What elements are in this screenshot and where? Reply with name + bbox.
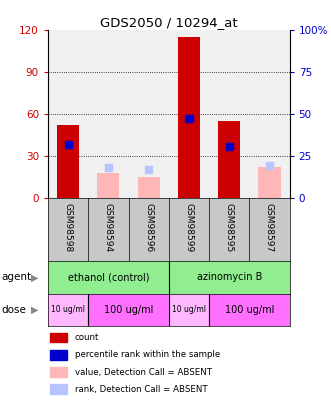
Text: GSM98599: GSM98599 <box>184 203 193 252</box>
Text: 100 ug/ml: 100 ug/ml <box>225 305 274 315</box>
Bar <box>97 173 119 198</box>
Text: count: count <box>74 333 99 342</box>
Text: dose: dose <box>2 305 26 315</box>
Bar <box>259 167 281 198</box>
Text: GSM98596: GSM98596 <box>144 203 153 252</box>
Bar <box>266 162 273 169</box>
Text: agent: agent <box>2 273 32 282</box>
Bar <box>50 384 67 394</box>
Bar <box>48 261 169 294</box>
Text: GSM98595: GSM98595 <box>225 203 234 252</box>
Text: ▶: ▶ <box>31 273 38 282</box>
Bar <box>226 143 233 150</box>
Bar <box>145 166 152 173</box>
Text: ethanol (control): ethanol (control) <box>68 273 149 282</box>
Title: GDS2050 / 10294_at: GDS2050 / 10294_at <box>100 16 238 29</box>
Text: azinomycin B: azinomycin B <box>197 273 262 282</box>
Text: percentile rank within the sample: percentile rank within the sample <box>74 350 220 359</box>
Bar <box>185 115 193 122</box>
Bar <box>50 367 67 377</box>
Text: GSM98597: GSM98597 <box>265 203 274 252</box>
Text: rank, Detection Call = ABSENT: rank, Detection Call = ABSENT <box>74 385 207 394</box>
Bar <box>50 333 67 342</box>
Bar <box>169 261 290 294</box>
Bar <box>65 141 72 148</box>
Text: value, Detection Call = ABSENT: value, Detection Call = ABSENT <box>74 368 212 377</box>
Text: GSM98598: GSM98598 <box>64 203 72 252</box>
Text: GSM98594: GSM98594 <box>104 203 113 252</box>
Text: 10 ug/ml: 10 ug/ml <box>51 305 85 314</box>
Bar <box>57 125 79 198</box>
Bar <box>105 164 112 171</box>
Bar <box>88 294 169 326</box>
Bar <box>138 177 160 198</box>
Text: 100 ug/ml: 100 ug/ml <box>104 305 153 315</box>
Bar <box>48 294 88 326</box>
Bar <box>218 121 240 198</box>
Bar <box>209 294 290 326</box>
Text: 10 ug/ml: 10 ug/ml <box>172 305 206 314</box>
Bar <box>178 37 200 198</box>
Text: ▶: ▶ <box>31 305 38 315</box>
Bar <box>169 294 209 326</box>
Bar <box>50 350 67 360</box>
